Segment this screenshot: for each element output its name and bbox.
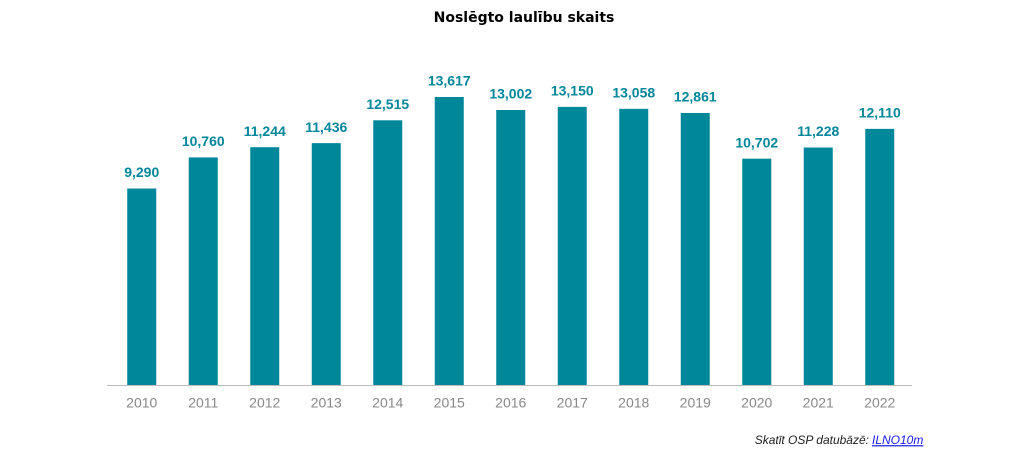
- value-label: 10,760: [182, 133, 225, 149]
- bar: [742, 158, 772, 385]
- x-tick-label: 2017: [557, 395, 588, 411]
- footer-text: Skatīt OSP datubāzē:: [755, 433, 869, 447]
- bar: [496, 110, 526, 386]
- value-label: 11,244: [244, 123, 286, 139]
- x-tick-label: 2021: [803, 395, 834, 411]
- bar: [680, 112, 710, 385]
- bar: [188, 157, 218, 385]
- x-tick-label: 2018: [618, 395, 649, 411]
- footer-link[interactable]: ILNO10m: [872, 433, 923, 447]
- x-tick-label: 2011: [188, 395, 218, 411]
- value-label: 10,702: [735, 134, 778, 150]
- value-label: 12,110: [859, 105, 901, 121]
- value-label: 12,861: [674, 89, 717, 105]
- x-tick-label: 2015: [434, 395, 465, 411]
- x-tick-label: 2020: [741, 395, 772, 411]
- bar: [434, 97, 464, 385]
- bar: [250, 147, 280, 385]
- value-label: 13,617: [428, 73, 471, 89]
- value-label: 13,150: [551, 83, 594, 99]
- bar: [803, 147, 833, 385]
- value-label: 13,058: [612, 85, 655, 101]
- bar: [557, 106, 587, 385]
- bar: [865, 128, 895, 385]
- bar: [311, 143, 341, 385]
- x-tick-label: 2010: [126, 395, 157, 411]
- bar: [373, 120, 403, 385]
- value-label: 12,515: [366, 96, 409, 112]
- x-tick-label: 2014: [372, 395, 403, 411]
- value-label: 9,290: [124, 164, 159, 180]
- x-tick-label: 2019: [680, 395, 711, 411]
- x-tick-label: 2013: [311, 395, 342, 411]
- bar: [619, 108, 649, 385]
- value-label: 11,228: [797, 123, 839, 139]
- value-label: 11,436: [305, 119, 347, 135]
- chart-title: Noslēgto laulību skaits: [434, 10, 615, 26]
- x-tick-label: 2022: [864, 395, 895, 411]
- value-label: 13,002: [489, 86, 532, 102]
- bar: [127, 188, 157, 385]
- x-tick-label: 2016: [495, 395, 526, 411]
- x-tick-label: 2012: [249, 395, 280, 411]
